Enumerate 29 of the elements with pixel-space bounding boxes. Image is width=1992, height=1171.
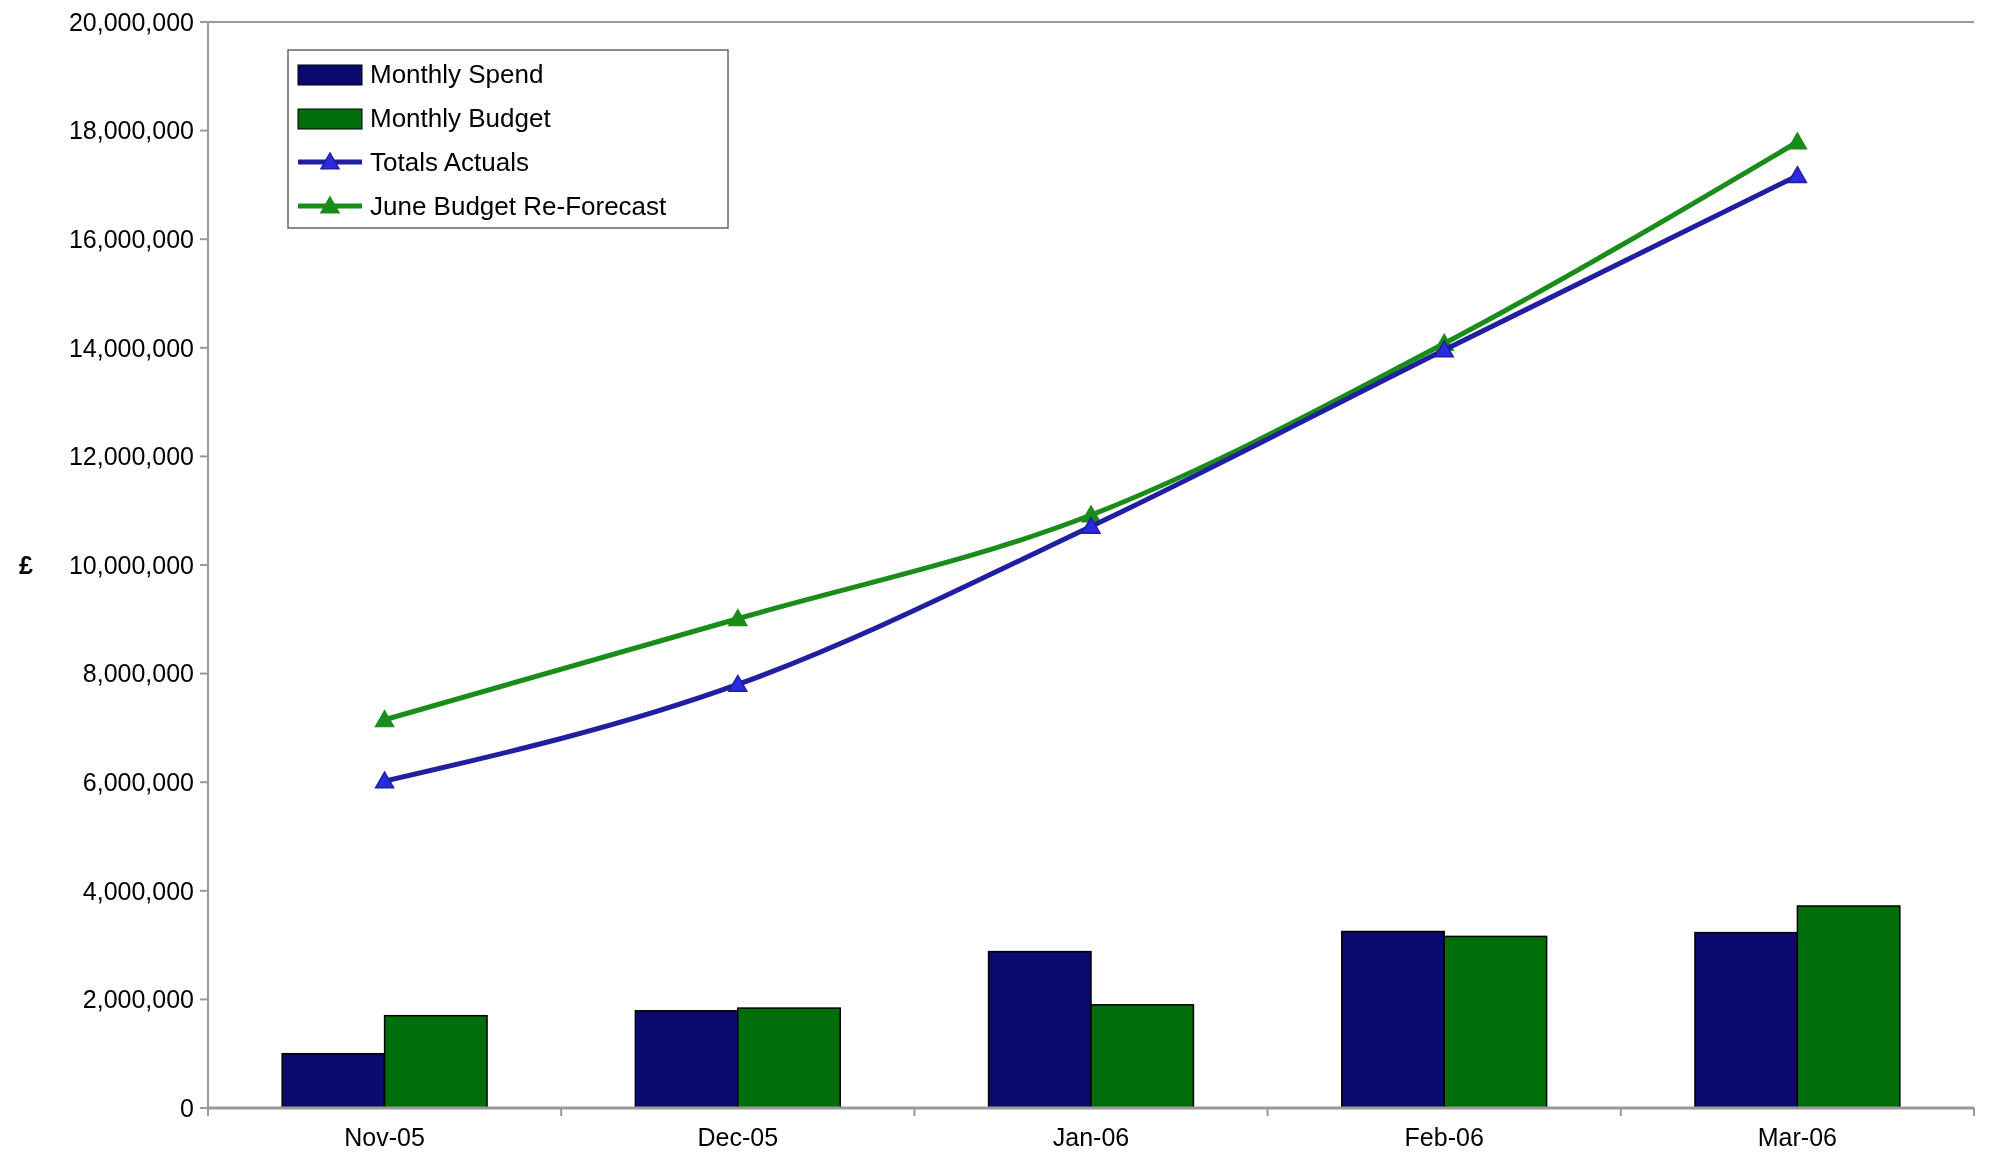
point — [728, 609, 748, 627]
point — [728, 674, 748, 692]
y-tick-label: 20,000,000 — [68, 7, 194, 36]
x-tick-label: Jan-06 — [1052, 1123, 1130, 1151]
legend-label: Totals Actuals — [370, 147, 529, 178]
point — [1787, 165, 1808, 184]
y-tick-label: 8,000,000 — [82, 659, 194, 688]
y-tick-label: 0 — [180, 1093, 194, 1122]
x-tick-label: Feb-06 — [1404, 1123, 1484, 1151]
point — [1787, 132, 1808, 150]
point — [1081, 516, 1101, 534]
point — [1434, 340, 1454, 358]
y-tick-label: 18,000,000 — [68, 116, 194, 145]
x-tick-label: Dec-05 — [697, 1123, 779, 1151]
point — [374, 771, 395, 789]
y-tick-label: 10,000,000 — [68, 550, 194, 579]
y-tick-label: 6,000,000 — [82, 767, 194, 796]
y-tick-label: 14,000,000 — [68, 333, 194, 362]
y-tick-label: 4,000,000 — [82, 876, 194, 905]
y-tick-label: 12,000,000 — [68, 442, 194, 471]
legend-label: Monthly Budget — [370, 103, 552, 134]
point — [374, 710, 395, 728]
x-tick-label: Mar-06 — [1757, 1123, 1837, 1151]
legend-label: Monthly Spend — [370, 59, 544, 90]
y-tick-label: 16,000,000 — [68, 224, 194, 253]
legend-label: June Budget Re-Forecast — [370, 191, 668, 222]
x-tick-label: Nov-05 — [344, 1123, 425, 1151]
y-tick-label: 2,000,000 — [82, 985, 194, 1014]
y-axis-title: £ — [19, 550, 34, 579]
